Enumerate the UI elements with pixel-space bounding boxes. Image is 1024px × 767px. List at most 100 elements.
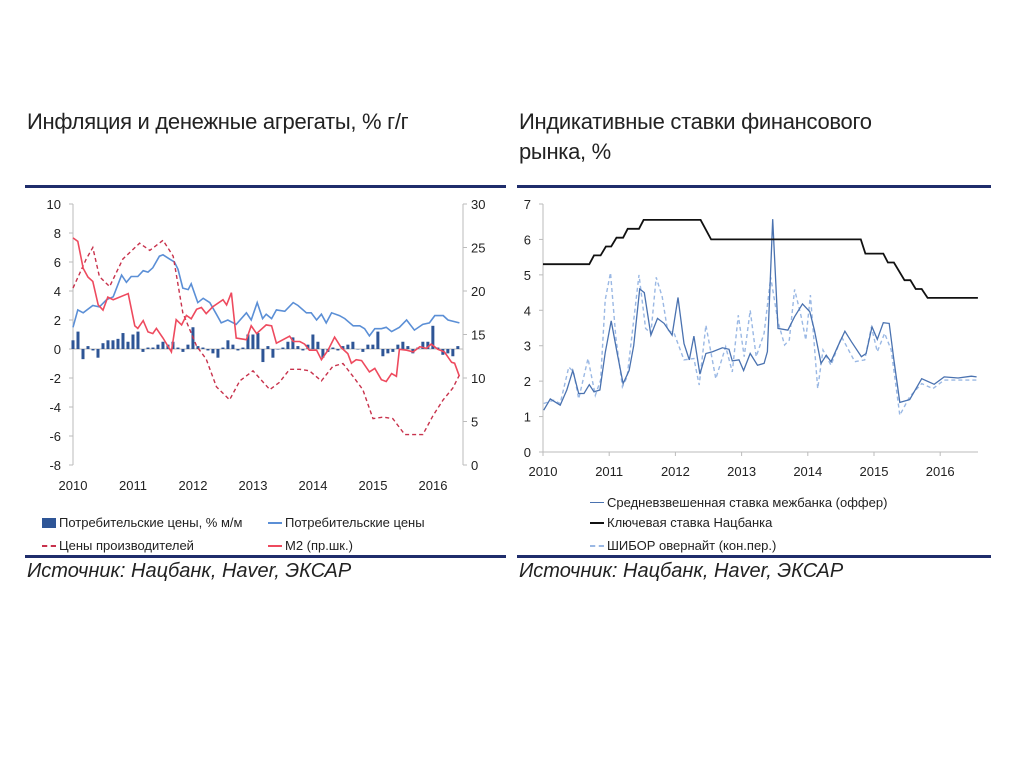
y-tick-label: 0 — [54, 342, 61, 357]
legend-swatch-line — [268, 544, 282, 547]
bar-cpi-mom — [101, 343, 105, 349]
bar-cpi-mom — [361, 349, 365, 352]
bar-cpi-mom — [331, 347, 335, 349]
x-tick-label: 2014 — [299, 478, 328, 493]
bar-cpi-mom — [311, 334, 315, 349]
bar-cpi-mom — [226, 340, 230, 349]
y-tick-label: 7 — [524, 197, 531, 212]
y-tick-label: 4 — [524, 303, 531, 318]
bar-cpi-mom — [386, 349, 390, 354]
bar-cpi-mom — [266, 346, 270, 349]
bar-cpi-mom — [91, 349, 95, 351]
x-tick-label: 2010 — [59, 478, 88, 493]
bar-cpi-mom — [396, 344, 400, 349]
y2-tick-label: 5 — [471, 415, 478, 430]
bar-cpi-mom — [71, 340, 75, 349]
line-key-rate — [543, 219, 978, 299]
bar-cpi-mom — [381, 349, 385, 357]
bar-cpi-mom — [391, 349, 395, 352]
x-tick-label: 2014 — [793, 464, 822, 479]
x-tick-label: 2012 — [179, 478, 208, 493]
x-tick-label: 2010 — [529, 464, 558, 479]
bar-cpi-mom — [406, 346, 410, 349]
legend-label: ШИБОР овернайт (кон.пер.) — [607, 538, 777, 553]
legend-swatch-line — [590, 521, 604, 524]
bar-cpi-mom — [271, 349, 275, 358]
legend-label: Ключевая ставка Нацбанка — [607, 515, 773, 530]
bar-cpi-mom — [96, 349, 100, 358]
bar-cpi-mom — [376, 331, 380, 349]
bar-cpi-mom — [241, 347, 245, 349]
left-top-divider — [25, 185, 506, 188]
x-tick-label: 2015 — [860, 464, 889, 479]
bar-cpi-mom — [321, 349, 325, 358]
legend-item-interbank: Средневзвешенная ставка межбанка (оффер) — [590, 495, 887, 510]
right-top-divider — [517, 185, 991, 188]
left-source: Источник: Нацбанк, Haver, ЭКСАР — [27, 560, 352, 582]
line-ppi — [72, 239, 461, 436]
bar-cpi-mom — [366, 344, 370, 349]
right-chart-title-line2: рынка, % — [519, 139, 611, 164]
bar-cpi-mom — [336, 349, 340, 351]
bar-cpi-mom — [216, 349, 220, 358]
line-cpi — [72, 253, 460, 338]
y-tick-label: 6 — [524, 232, 531, 247]
right-bottom-divider — [517, 555, 991, 558]
bar-cpi-mom — [426, 341, 430, 349]
x-tick-label: 2011 — [119, 478, 147, 493]
bar-cpi-mom — [161, 341, 165, 349]
bar-cpi-mom — [181, 349, 185, 352]
right-source: Источник: Нацбанк, Haver, ЭКСАР — [519, 560, 844, 582]
y-tick-label: -2 — [49, 371, 61, 386]
y2-tick-label: 15 — [471, 328, 485, 343]
line-m2 — [72, 237, 461, 383]
bar-cpi-mom — [221, 347, 225, 349]
bar-cpi-mom — [131, 334, 135, 349]
bar-cpi-mom — [246, 334, 250, 349]
bar-cpi-mom — [351, 341, 355, 349]
bar-cpi-mom — [306, 344, 310, 349]
legend-swatch-dashed — [42, 544, 56, 547]
y-tick-label: -4 — [49, 400, 61, 415]
bar-cpi-mom — [281, 347, 285, 349]
bar-cpi-mom — [186, 344, 190, 349]
bar-cpi-mom — [346, 344, 350, 349]
bar-cpi-mom — [156, 344, 160, 349]
legend-label: Цены производителей — [59, 538, 194, 553]
y-tick-label: 2 — [54, 313, 61, 328]
y-tick-label: 6 — [54, 255, 61, 270]
legend-item-cpi-mom: Потребительские цены, % м/м — [42, 515, 242, 530]
bar-cpi-mom — [136, 331, 140, 349]
legend-label: Средневзвешенная ставка межбанка (оффер) — [607, 495, 888, 510]
y2-tick-label: 20 — [471, 284, 485, 299]
y2-tick-label: 25 — [471, 241, 485, 256]
legend-swatch-dashed — [590, 544, 604, 547]
bar-cpi-mom — [451, 349, 455, 357]
y-tick-label: 1 — [524, 410, 531, 425]
line-shibor — [543, 272, 977, 418]
legend-item-m2: М2 (пр.шк.) — [268, 538, 353, 553]
y2-tick-label: 10 — [471, 371, 485, 386]
legend-label: Потребительские цены, % м/м — [59, 515, 243, 530]
y-tick-label: 3 — [524, 339, 531, 354]
bar-cpi-mom — [291, 337, 295, 349]
x-tick-label: 2016 — [926, 464, 955, 479]
bar-cpi-mom — [251, 334, 255, 349]
bar-cpi-mom — [201, 347, 205, 349]
legend-label: Потребительские цены — [285, 515, 425, 530]
legend-swatch-line — [268, 521, 282, 524]
y2-tick-label: 30 — [471, 197, 485, 212]
x-tick-label: 2016 — [419, 478, 448, 493]
bar-cpi-mom — [341, 346, 345, 349]
bar-cpi-mom — [456, 346, 460, 349]
legend-label: М2 (пр.шк.) — [285, 538, 353, 553]
bar-cpi-mom — [196, 346, 200, 349]
legend-item-ppi: Цены производителей — [42, 538, 194, 553]
bar-cpi-mom — [76, 331, 80, 349]
bar-cpi-mom — [421, 341, 425, 349]
bar-cpi-mom — [116, 338, 120, 349]
bar-cpi-mom — [431, 325, 435, 349]
bar-cpi-mom — [151, 347, 155, 349]
y-tick-label: 0 — [524, 445, 531, 460]
